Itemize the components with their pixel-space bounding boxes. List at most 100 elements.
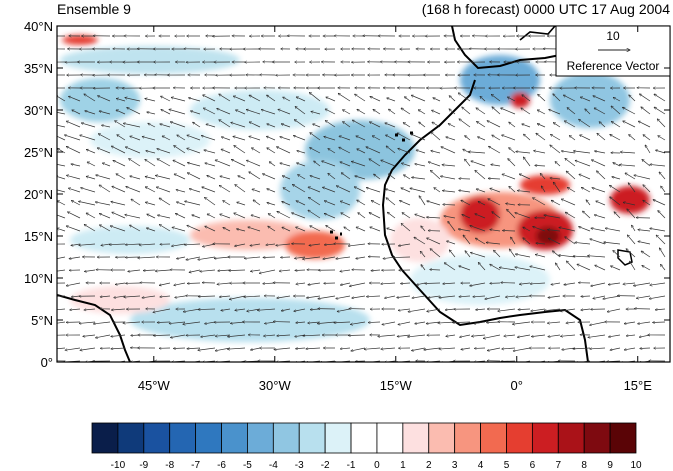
- wind-vector: [356, 227, 366, 232]
- wind-vector: [626, 335, 636, 336]
- wind-vector: [388, 174, 396, 180]
- wind-vector: [523, 134, 531, 141]
- wind-vector: [187, 348, 201, 349]
- wind-vector: [403, 123, 411, 128]
- wind-vector: [279, 270, 291, 271]
- wind-vector: [111, 348, 126, 349]
- cape-verde-islands: [330, 230, 342, 240]
- wind-vector: [378, 334, 396, 337]
- wind-vector: [399, 201, 411, 206]
- colorbar-level-label: 6: [530, 460, 536, 471]
- wind-vector: [593, 96, 606, 102]
- wind-vector: [244, 256, 261, 258]
- wind-vector: [294, 308, 306, 311]
- wind-vector: [277, 335, 291, 336]
- wind-vector: [640, 348, 651, 349]
- wind-vector: [295, 348, 306, 349]
- wind-vector: [127, 107, 141, 115]
- wind-vector: [560, 334, 576, 336]
- wind-vector: [296, 283, 306, 284]
- wind-vector: [470, 282, 486, 286]
- wind-vector: [401, 188, 411, 193]
- colorbar-swatch: [298, 422, 326, 454]
- wind-vector: [364, 347, 381, 349]
- wind-vector: [328, 173, 336, 180]
- wind-vector: [471, 334, 486, 336]
- wind-vector: [534, 151, 546, 154]
- wind-vector: [128, 269, 141, 271]
- wind-vector: [442, 191, 456, 193]
- wind-vector: [565, 158, 576, 167]
- wind-vector: [129, 158, 141, 167]
- wind-vector: [458, 229, 471, 232]
- wind-vector: [339, 136, 351, 141]
- wind-vector: [559, 227, 576, 232]
- wind-vector: [221, 149, 231, 154]
- wind-vector: [355, 94, 366, 102]
- wind-vector: [517, 191, 531, 193]
- wind-vector: [138, 257, 156, 258]
- wind-vector: [219, 94, 231, 102]
- wind-vector: [146, 228, 156, 232]
- wind-vector: [398, 308, 411, 310]
- wind-vector: [518, 309, 531, 310]
- wind-vector: [174, 174, 186, 180]
- wind-vector: [130, 136, 141, 141]
- wind-vector: [634, 175, 651, 180]
- wind-vector: [322, 161, 336, 167]
- colorbar-level-label: 2: [426, 460, 432, 471]
- wind-vector: [250, 347, 261, 350]
- colorbar-level-label: 3: [452, 460, 458, 471]
- wind-vector: [72, 110, 81, 115]
- wind-vector: [613, 250, 621, 258]
- wind-vector: [412, 295, 426, 298]
- wind-vector: [515, 254, 531, 258]
- wind-vector: [502, 174, 516, 180]
- wind-vector: [187, 163, 201, 167]
- wind-vector: [187, 135, 201, 141]
- wind-vector: [643, 135, 651, 141]
- wind-vector: [393, 257, 411, 258]
- wind-vector: [592, 188, 606, 193]
- wind-vector: [57, 347, 66, 350]
- wind-vector: [434, 188, 441, 193]
- wind-vector: [268, 214, 276, 219]
- wind-vector: [509, 249, 516, 258]
- wind-vector: [533, 227, 546, 232]
- wind-vector: [147, 214, 156, 219]
- wind-vector: [111, 309, 126, 310]
- wind-vector: [385, 135, 396, 141]
- lat-label: 30°N: [24, 103, 53, 118]
- wind-vector: [115, 121, 126, 128]
- wind-vector: [655, 150, 666, 154]
- wind-vector: [341, 213, 351, 219]
- wind-vector: [439, 348, 456, 349]
- wind-vector: [306, 348, 321, 349]
- wind-vector: [547, 322, 561, 323]
- wind-vector: [190, 111, 201, 115]
- wind-vector: [259, 269, 276, 273]
- wind-vector: [424, 347, 441, 350]
- wind-vector: [68, 96, 81, 102]
- wind-vector: [111, 146, 126, 154]
- wind-vector: [357, 149, 366, 154]
- colorbar: -10 -9 -8 -7 -6 -5 -4 -3 -2 -1 0 1 2 3 4 5 6 7 8 9 10: [91, 422, 642, 471]
- colorbar-swatch: [195, 422, 222, 454]
- wind-vector: [297, 151, 306, 154]
- wind-vector: [266, 244, 276, 245]
- wind-vector: [206, 124, 216, 128]
- wind-vectors: [57, 36, 666, 362]
- wind-vector: [426, 238, 441, 245]
- wind-vector: [613, 163, 621, 167]
- wind-vector: [564, 121, 576, 128]
- wind-vector: [476, 108, 486, 115]
- wind-vector: [397, 295, 411, 298]
- wind-vector: [276, 243, 291, 245]
- wind-vector: [114, 360, 126, 362]
- reference-vector-legend: 10 Reference Vector: [555, 25, 671, 77]
- wind-vector: [57, 201, 66, 206]
- wind-vector: [296, 227, 306, 232]
- wind-vector: [461, 347, 471, 349]
- wind-vector: [421, 226, 426, 232]
- wind-vector: [145, 177, 156, 180]
